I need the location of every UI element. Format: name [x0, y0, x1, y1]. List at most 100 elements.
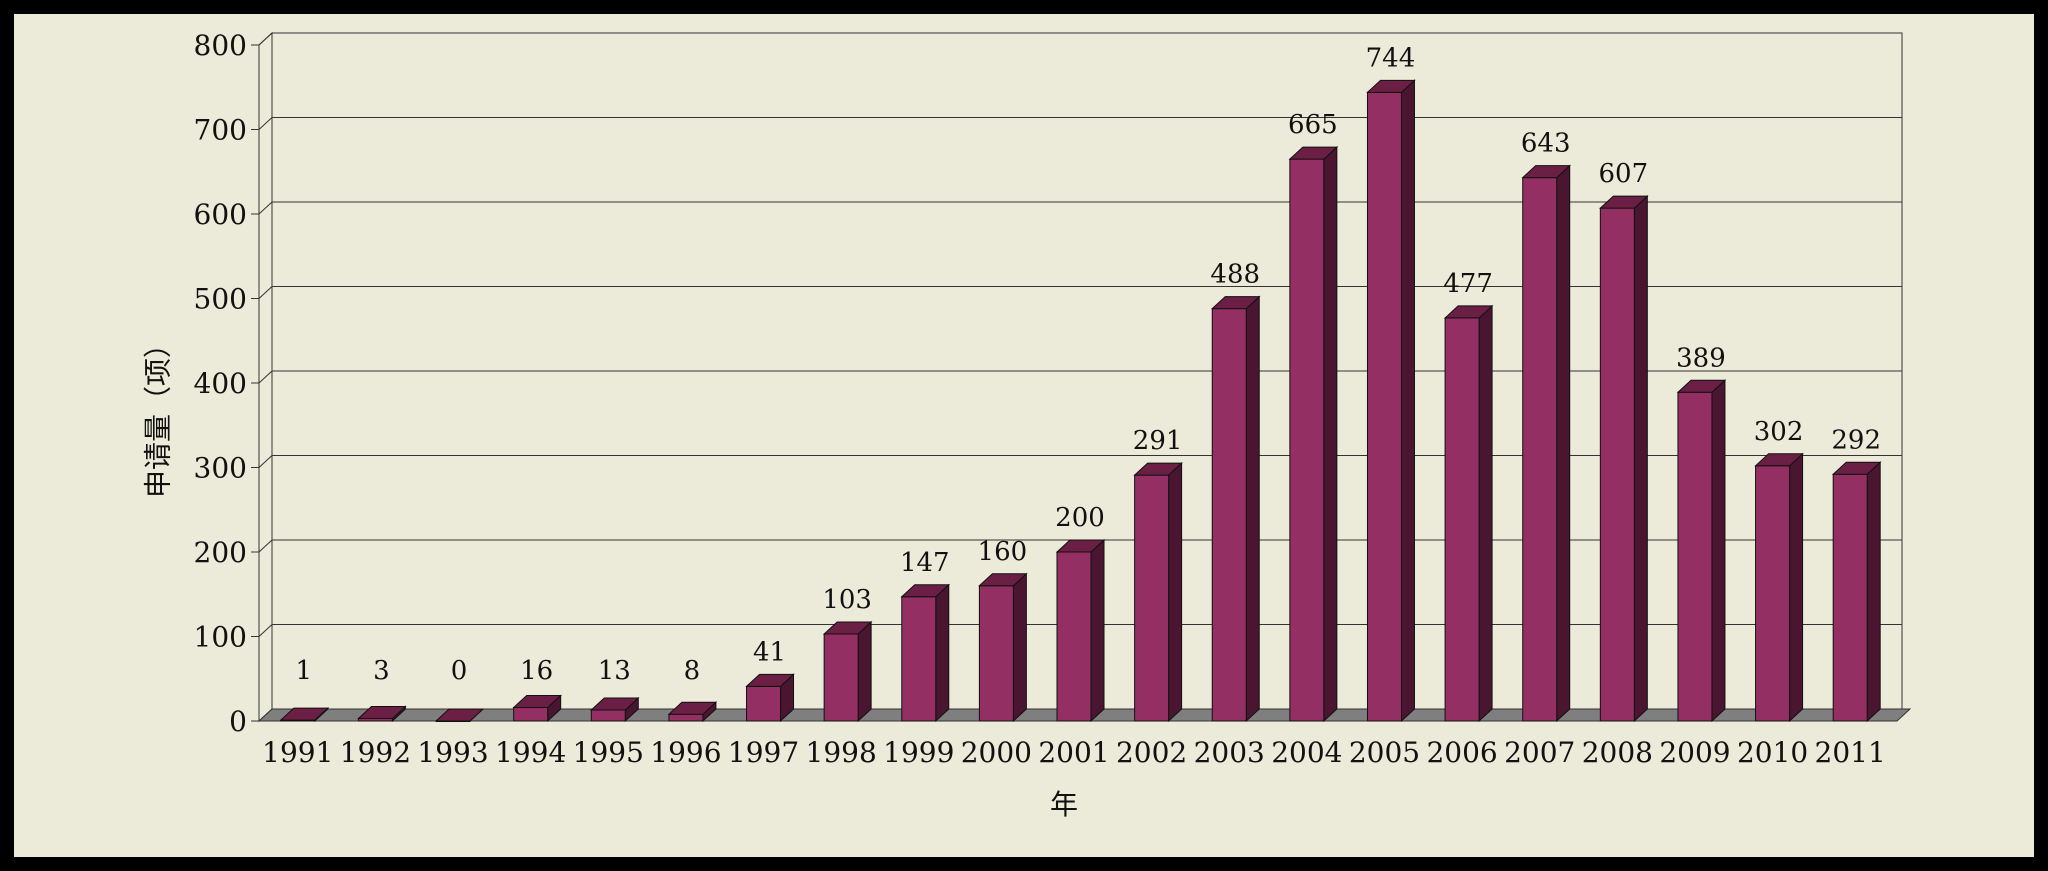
- bar-top: [1521, 165, 1571, 179]
- gridline-side: [258, 539, 273, 553]
- x-tick-label: 1998: [806, 736, 877, 769]
- y-tick-label: 200: [194, 536, 247, 569]
- y-axis-label: 申请量（项）: [142, 330, 175, 498]
- x-tick-label: 1995: [573, 736, 644, 769]
- data-label: 13: [598, 656, 631, 686]
- x-tick-label: 2006: [1426, 736, 1497, 769]
- gridline-side: [258, 455, 273, 468]
- x-tick-label: 2004: [1271, 736, 1342, 769]
- bar: [978, 585, 1014, 722]
- y-tick-label: 600: [194, 198, 247, 231]
- bar-side: [1400, 79, 1415, 723]
- bar-top: [434, 708, 485, 722]
- y-tick-label: 400: [194, 367, 247, 400]
- data-label: 1: [296, 656, 313, 686]
- x-tick-label: 2002: [1116, 736, 1187, 769]
- bar-top: [1288, 146, 1339, 160]
- bar: [1599, 207, 1635, 722]
- y-tick-label: 100: [194, 621, 247, 654]
- bar-side: [1478, 304, 1493, 723]
- data-label: 302: [1754, 417, 1804, 447]
- gridline-side: [258, 117, 273, 130]
- bar: [1134, 474, 1170, 722]
- x-axis-ticks: 1991 1992 1993 1994 1995 1996 1997 1998 1999 2000…: [262, 736, 1886, 769]
- bar: [1755, 465, 1791, 722]
- x-tick-label: 1992: [340, 736, 411, 769]
- bar-side: [1556, 164, 1571, 723]
- bar-top: [1599, 195, 1649, 209]
- bar-top: [279, 707, 330, 721]
- bar: [1211, 308, 1247, 722]
- data-label: 8: [684, 656, 701, 686]
- x-tick-label: 1997: [728, 736, 799, 769]
- bar-top: [1443, 305, 1494, 319]
- data-label: 292: [1831, 425, 1881, 455]
- bar: [1444, 317, 1480, 722]
- bar-side: [1090, 538, 1105, 723]
- bar: [901, 596, 937, 722]
- bar-top: [900, 584, 951, 598]
- gridline-side: [258, 201, 273, 215]
- bar: [1366, 91, 1402, 722]
- bar-top: [667, 701, 718, 715]
- x-tick-label: 1999: [883, 736, 954, 769]
- data-label: 643: [1521, 129, 1571, 159]
- data-label: 41: [753, 637, 786, 667]
- bar-top: [978, 573, 1028, 587]
- bar: [823, 633, 859, 722]
- bar-top: [590, 697, 640, 711]
- data-label: 160: [978, 537, 1028, 567]
- bar-top: [1133, 462, 1183, 476]
- bar-top: [1754, 453, 1804, 467]
- x-tick-label: 2010: [1737, 736, 1808, 769]
- bar-side: [1789, 452, 1804, 723]
- bar: [1289, 158, 1325, 722]
- bar-top: [1055, 539, 1106, 553]
- data-label: 389: [1676, 343, 1726, 373]
- x-tick-label: 1993: [417, 736, 488, 769]
- y-tick-label: 800: [194, 29, 247, 62]
- x-tick-label: 2011: [1815, 736, 1886, 769]
- bar-side: [1323, 145, 1338, 723]
- x-tick-label: 2007: [1504, 736, 1575, 769]
- bar: [590, 709, 626, 722]
- bar-side: [1168, 461, 1183, 723]
- bar-side: [1633, 194, 1648, 723]
- bar-side: [1245, 295, 1260, 723]
- gridline-side: [258, 32, 273, 46]
- y-tick-label: 500: [194, 283, 247, 316]
- bar-top: [1831, 461, 1882, 475]
- x-tick-label: 2009: [1659, 736, 1730, 769]
- gridline-side: [258, 624, 273, 637]
- bar-side: [935, 583, 950, 723]
- x-tick-label: 2001: [1038, 736, 1109, 769]
- data-label: 147: [900, 548, 950, 578]
- y-tick-label: 0: [229, 705, 247, 738]
- bar: [1677, 391, 1713, 722]
- x-tick-label: 2008: [1582, 736, 1653, 769]
- y-tick-label: 300: [194, 452, 247, 485]
- y-axis-ticks: 0 100 200 300 400 500 600 700 800: [194, 29, 260, 738]
- data-label: 103: [822, 585, 872, 615]
- bar: [1832, 473, 1868, 722]
- bar-top: [822, 621, 873, 635]
- chart-frame: 1 3 0 16 13 8 41 103 147 160 200 291 488 665 744 477 643…: [14, 14, 2034, 857]
- x-tick-label: 1994: [495, 736, 566, 769]
- bar-side: [1012, 572, 1027, 723]
- data-label: 744: [1366, 43, 1416, 73]
- bar-side: [1866, 461, 1881, 723]
- gridline-side: [258, 286, 273, 299]
- bar-side: [1711, 379, 1726, 723]
- data-label: 607: [1599, 159, 1649, 189]
- bar-top: [1366, 79, 1416, 93]
- data-label: 291: [1133, 426, 1183, 456]
- bar: [668, 713, 704, 722]
- x-tick-label: 2000: [961, 736, 1032, 769]
- data-label: 16: [520, 656, 553, 686]
- data-label: 0: [451, 656, 468, 686]
- data-label: 200: [1055, 503, 1105, 533]
- bar: [1056, 551, 1092, 722]
- bar-top: [1676, 379, 1727, 393]
